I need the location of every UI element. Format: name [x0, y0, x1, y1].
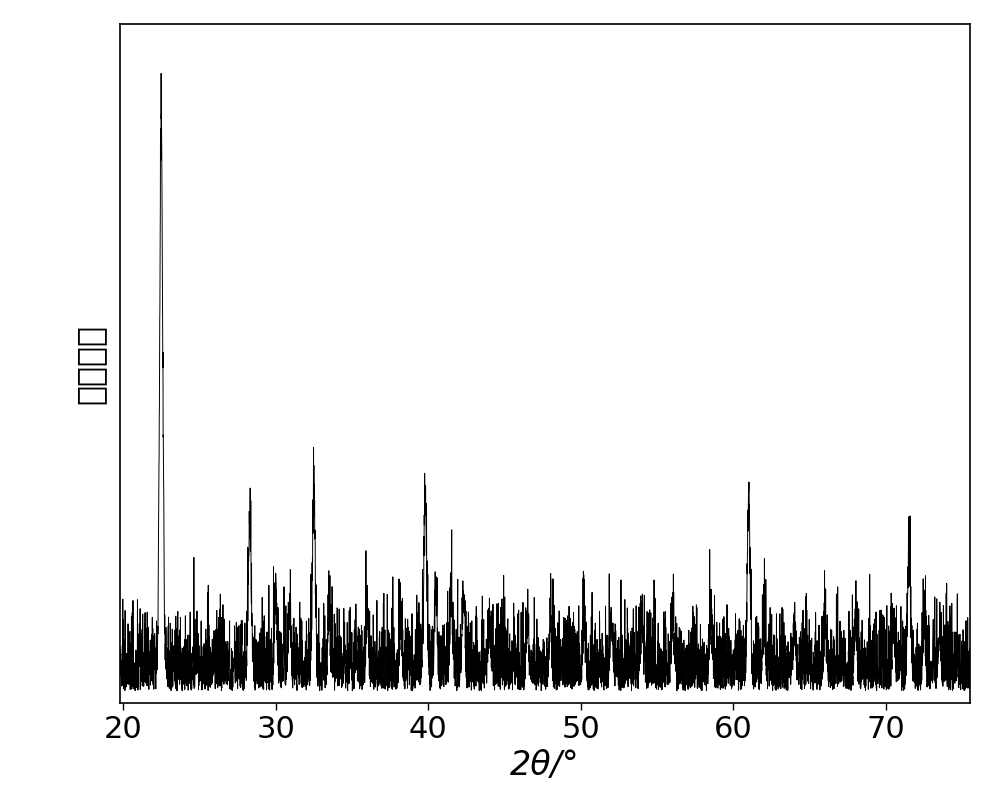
- X-axis label: 2θ/°: 2θ/°: [510, 749, 580, 782]
- Y-axis label: 衍射强度: 衍射强度: [73, 324, 106, 403]
